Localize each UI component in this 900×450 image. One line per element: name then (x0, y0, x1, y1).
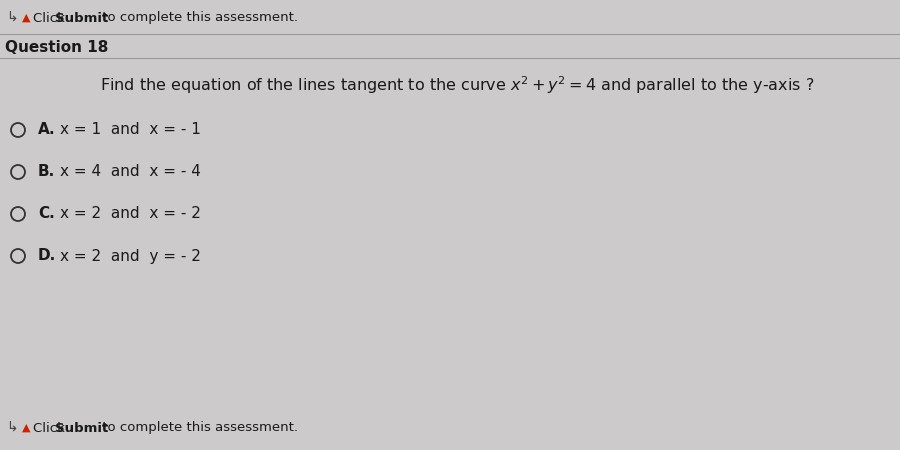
Text: Click: Click (33, 422, 69, 435)
Text: Question 18: Question 18 (5, 40, 108, 54)
Text: D.: D. (38, 248, 56, 264)
Text: A.: A. (38, 122, 56, 138)
Text: Find the equation of the lines tangent to the curve $x^2 + y^2 = 4$ and parallel: Find the equation of the lines tangent t… (100, 74, 814, 96)
Text: to complete this assessment.: to complete this assessment. (98, 12, 298, 24)
Text: Click: Click (33, 12, 69, 24)
Text: ↳: ↳ (6, 421, 18, 435)
Text: B.: B. (38, 165, 55, 180)
Text: C.: C. (38, 207, 55, 221)
Text: x = 2  and  y = - 2: x = 2 and y = - 2 (60, 248, 201, 264)
Text: ▲: ▲ (22, 423, 31, 433)
Text: ↳: ↳ (6, 11, 18, 25)
Text: Submit: Submit (55, 422, 108, 435)
Text: x = 1  and  x = - 1: x = 1 and x = - 1 (60, 122, 201, 138)
Text: ▲: ▲ (22, 13, 31, 23)
Text: to complete this assessment.: to complete this assessment. (98, 422, 298, 435)
Text: x = 2  and  x = - 2: x = 2 and x = - 2 (60, 207, 201, 221)
Text: x = 4  and  x = - 4: x = 4 and x = - 4 (60, 165, 201, 180)
Text: Submit: Submit (55, 12, 108, 24)
